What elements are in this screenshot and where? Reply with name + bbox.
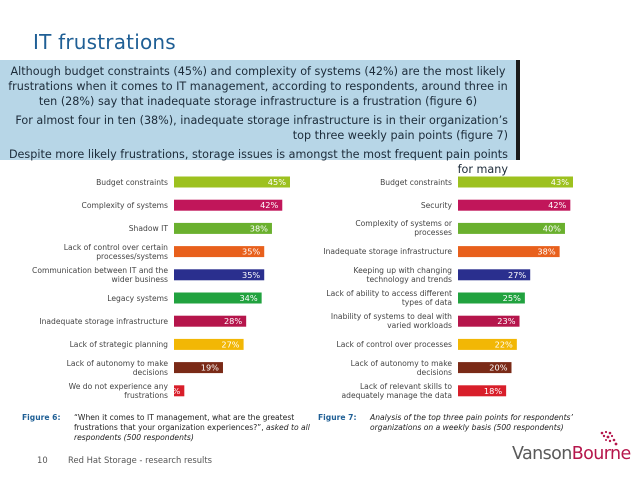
bar-value-label: 22% [495,339,513,349]
bar [458,269,531,281]
page-number: 10 [37,455,48,465]
logo-wordmark: VansonBourne [512,444,631,464]
bar-value-label: 23% [497,316,515,326]
category-label: Complexity of systems or processes [355,219,452,238]
bar-value-label: 28% [224,316,242,326]
bar [174,222,272,234]
bar [458,176,573,188]
vansonbourne-logo: VansonBourne [512,430,631,471]
intro-box: Although budget constraints (45%) and co… [0,60,520,176]
bar-value-label: 25% [503,293,521,303]
bar [458,315,520,327]
intro-paragraph-2: For almost four in ten (38%), inadequate… [15,114,508,142]
bar [174,362,223,374]
bar [458,292,525,304]
bar [174,338,244,350]
category-label: Budget constraints [380,177,452,187]
bar [174,246,265,258]
bar-value-label: 18% [484,386,502,396]
figure-6-caption-text: “When it comes to IT management, what ar… [74,413,314,443]
bar-value-label: 20% [489,363,507,373]
bar-value-label: 35% [242,247,260,257]
category-label: Shadow IT [128,223,168,233]
bar-value-label: 40% [543,223,561,233]
bar [174,176,290,188]
bar-value-label: 19% [201,363,219,373]
category-label: Lack of autonomy to make decisions [350,358,452,377]
category-label: Communication between IT and the wider b… [32,265,168,284]
category-label: Inadequate storage infrastructure [323,247,452,257]
bar-value-label: 38% [537,247,555,257]
category-label: Lack of strategic planning [69,339,168,349]
bar [174,269,265,281]
bar-value-label: 43% [551,177,569,187]
logo-word-vanson: Vanson [512,444,572,464]
category-label: Lack of autonomy to make decisions [66,358,168,377]
bar [174,199,283,211]
logo-word-bourne: Bourne [571,444,632,464]
figure-7-chart: 43% 42% 40% 38% 27% 25% 23% 22% 20% 18% Budget con… [318,170,638,405]
category-label: Lack of control over certain processes/s… [63,242,168,261]
figure-7-caption: Figure 7: Analysis of the top three pain… [318,413,593,437]
category-label: Budget constraints [96,177,168,187]
bar [458,199,571,211]
category-label: Complexity of systems [81,200,168,210]
bar [458,222,565,234]
bar-value-label: 42% [260,200,278,210]
bar [174,292,262,304]
bar-value-label: 42% [548,200,566,210]
category-label: Security [420,200,452,210]
figure-6-label: Figure 6: [22,413,61,422]
figure-6-question: “When it comes to IT management, what ar… [74,413,295,432]
bar-value-label: 27% [508,270,526,280]
figure-6-chart: 45% 42% 38% 35% 35% 34% 28% 27% 19% 4% Budget cons… [0,170,318,405]
bar [174,315,247,327]
bar-value-label: 45% [268,177,286,187]
bar-value-label: 38% [250,223,268,233]
category-label: We do not experience any frustrations [68,381,168,400]
logo-mark-icon [600,430,618,446]
page-title: IT frustrations [33,30,176,54]
category-label: Inability of systems to deal with varied… [330,312,452,331]
category-label: Keeping up with changing technology and … [353,265,452,284]
bar [458,338,517,350]
intro-paragraph-1: Although budget constraints (45%) and co… [8,65,508,108]
bar-value-label: 35% [242,270,260,280]
bar [174,385,185,397]
bar-value-label: 4% [167,386,180,396]
category-label: Lack of control over processes [336,339,453,349]
bar-chart-svg: 45% 42% 38% 35% 35% 34% 28% 27% 19% 4% [167,176,290,397]
bar-value-label: 27% [221,339,239,349]
figure-7-caption-text: Analysis of the top three pain points fo… [370,413,573,432]
bar-chart-svg: 43% 42% 40% 38% 27% 25% 23% 22% 20% 18% [458,176,573,397]
figure-6-base: asked to all respondents (500 respondent… [74,423,310,442]
category-label: Legacy systems [107,293,168,303]
figure-6-caption: Figure 6: “When it comes to IT managemen… [22,413,317,449]
category-label: Inadequate storage infrastructure [39,316,168,326]
intro-paragraph-3: Despite more likely frustrations, storag… [8,148,508,176]
bar [458,385,507,397]
bar-value-label: 34% [239,293,257,303]
bar [458,246,560,258]
category-label: Lack of relevant skills to adequately ma… [341,381,452,400]
category-label: Lack of ability to access different type… [326,289,452,307]
bar [458,362,512,374]
footer-text: Red Hat Storage - research results [68,455,213,465]
figure-7-label: Figure 7: [318,413,357,422]
